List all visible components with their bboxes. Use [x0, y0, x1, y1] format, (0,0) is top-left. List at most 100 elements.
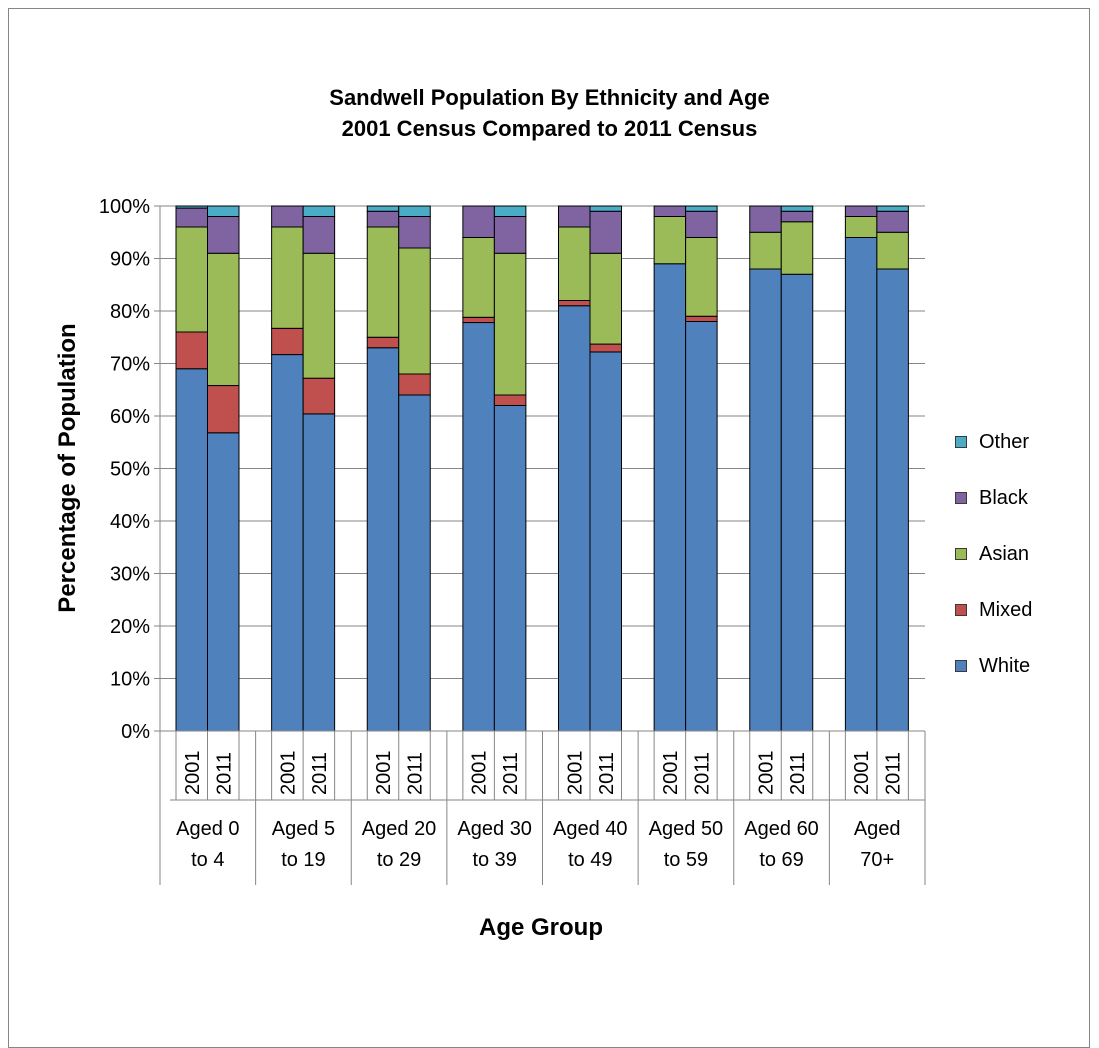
y-tick-label: 40%: [110, 511, 150, 533]
bar-segment-black: [493, 216, 527, 254]
x-group-label: Aged 40: [553, 818, 628, 840]
bar-segment-asian: [493, 252, 527, 396]
legend-swatch: [955, 548, 967, 560]
x-group-label: Aged 20: [362, 818, 437, 840]
bar-segment-white: [780, 273, 814, 732]
legend-swatch: [955, 604, 967, 616]
bar-segment-white: [302, 413, 336, 732]
bar-segment-black: [749, 205, 782, 233]
bar-segment-white: [749, 268, 782, 732]
y-tick-label: 60%: [110, 406, 150, 428]
chart-title-line1: Sandwell Population By Ethnicity and Age: [329, 85, 770, 110]
bar-segment-asian: [685, 237, 718, 317]
bar-segment-asian: [302, 252, 336, 379]
bar-segment-other: [780, 205, 814, 212]
bar-segment-mixed: [207, 385, 240, 434]
x-group-label: to 4: [191, 849, 224, 871]
bar-segment-mixed: [175, 331, 208, 370]
y-tick-label: 100%: [99, 196, 150, 218]
bar-segment-asian: [653, 216, 687, 265]
x-group-label: Aged 30: [457, 818, 532, 840]
bar-segment-white: [876, 268, 909, 732]
y-tick-label: 90%: [110, 249, 150, 271]
legend-label: White: [979, 654, 1031, 677]
x-year-label: 2011: [596, 752, 618, 795]
legend-item-asian: Asian: [955, 542, 1029, 566]
legend-item-white: White: [955, 654, 1030, 678]
x-year-label: 2011: [883, 752, 905, 795]
bar-segment-mixed: [462, 316, 495, 324]
x-year-label: 2011: [213, 752, 235, 795]
x-group-label: Aged 0: [176, 818, 239, 840]
bar-segment-mixed: [558, 300, 591, 307]
y-tick-label: 0%: [121, 721, 150, 743]
bar-segment-white: [844, 237, 878, 732]
legend-label: Asian: [979, 542, 1030, 565]
x-year-label: 2001: [851, 751, 873, 796]
bar-segment-mixed: [493, 394, 527, 406]
legend-label: Other: [979, 430, 1030, 453]
bar-segment-black: [558, 205, 591, 228]
bar-segment-other: [207, 205, 240, 217]
bar-segment-mixed: [685, 315, 718, 322]
x-year-label: 2011: [309, 752, 331, 795]
bar-segment-other: [876, 205, 909, 212]
legend-label: Black: [979, 486, 1028, 509]
bar-segment-asian: [589, 252, 622, 345]
legend-swatch: [955, 436, 967, 448]
chart-title-line2: 2001 Census Compared to 2011 Census: [341, 116, 758, 141]
stacked-bar-chart: 0% 10% 20% 30% 40% 50% 60% 70% 80% 90% 100% 2001 201…: [54, 196, 926, 941]
bar-segment-asian: [558, 226, 591, 301]
bar-segment-asian: [780, 221, 814, 275]
y-axis-title: Percentage of Population: [54, 323, 81, 612]
bar-segment-mixed: [271, 327, 304, 356]
bar-segment-mixed: [302, 377, 336, 415]
x-year-label: 2011: [691, 752, 713, 795]
x-year-label: 2001: [564, 751, 586, 796]
bar-segment-black: [462, 205, 495, 238]
bar-segment-other: [493, 205, 527, 217]
bar-segment-mixed: [366, 336, 400, 349]
bar-segment-other: [589, 205, 622, 212]
x-group-label: to 69: [759, 849, 803, 871]
bar-segment-white: [558, 305, 591, 732]
legend-item-other: Other: [955, 430, 1029, 454]
y-tick-label: 70%: [110, 354, 150, 376]
legend-swatch: [955, 492, 967, 504]
x-year-label: 2001: [756, 751, 778, 796]
x-year-label: 2001: [277, 751, 299, 796]
bar-segment-black: [685, 210, 718, 238]
x-year-label: 2001: [660, 751, 682, 796]
bar-segment-asian: [462, 237, 495, 318]
x-year-label: 2001: [182, 751, 204, 796]
bar-segment-asian: [749, 231, 782, 270]
bar-segment-white: [589, 351, 622, 732]
bar-segment-white: [493, 405, 527, 732]
bar-segment-black: [780, 210, 814, 223]
bar-segment-black: [302, 216, 336, 254]
bar-segment-black: [589, 210, 622, 254]
bar-segment-mixed: [398, 373, 431, 396]
bar-segment-asian: [844, 216, 878, 238]
legend-swatch: [955, 660, 967, 672]
bar-segment-white: [653, 263, 687, 732]
bar-segment-asian: [271, 226, 304, 329]
y-tick-label: 80%: [110, 301, 150, 323]
legend-item-black: Black: [955, 486, 1028, 510]
bar-segment-other: [685, 205, 718, 212]
legend-label: Mixed: [979, 598, 1033, 621]
x-group-label: Aged 50: [649, 818, 724, 840]
x-year-label: 2001: [469, 751, 491, 796]
x-year-label: 2001: [373, 751, 395, 796]
y-tick-label: 10%: [110, 669, 150, 691]
bar-segment-white: [366, 347, 400, 732]
bar-segment-white: [207, 432, 240, 732]
bar-segment-asian: [175, 226, 208, 333]
x-group-label: 70+: [860, 849, 894, 871]
bar-segment-other: [398, 205, 431, 217]
bar-segment-white: [271, 354, 304, 732]
x-year-label: 2011: [787, 752, 809, 795]
bar-segment-asian: [207, 252, 240, 387]
x-group-label: to 59: [664, 849, 708, 871]
x-axis-title: Age Group: [479, 914, 603, 941]
